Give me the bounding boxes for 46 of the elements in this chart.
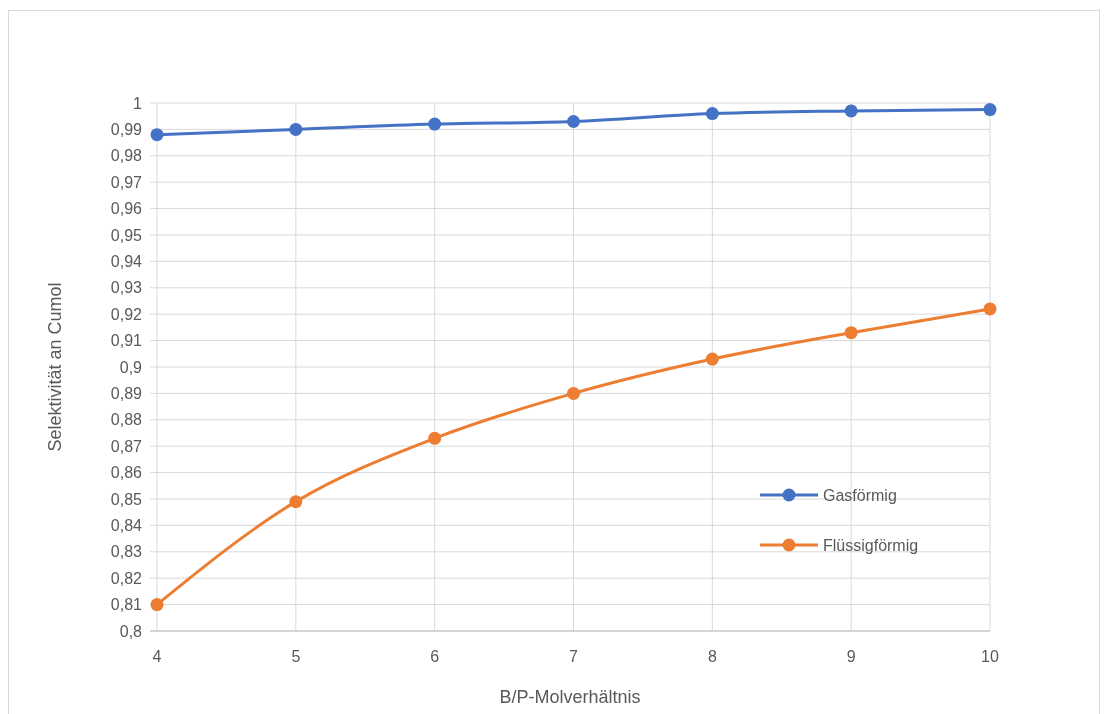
- y-tick-label: 0,92: [110, 305, 143, 323]
- y-tick-label: 0,9: [119, 358, 143, 376]
- x-tick-label: 4: [152, 648, 162, 665]
- x-tick-label: 8: [707, 648, 717, 665]
- y-tick-label: 0,83: [110, 543, 143, 561]
- y-tick-label: 0,98: [110, 147, 143, 165]
- y-tick-label: 0,96: [110, 200, 143, 218]
- y-tick-label: 0,85: [110, 490, 143, 508]
- point: [150, 598, 164, 612]
- legend-label: Gasförmig: [823, 486, 897, 504]
- x-tick-label: 6: [430, 648, 440, 665]
- y-tick-label: 0,94: [110, 253, 143, 270]
- x-tick-label: 10: [981, 648, 999, 665]
- legend-label: Flüssigförmig: [823, 536, 919, 554]
- y-tick-label: 0,97: [110, 173, 143, 191]
- x-tick-label: 5: [291, 648, 301, 665]
- y-tick-label: 0,84: [110, 517, 143, 534]
- x-tick-label: 9: [846, 648, 856, 665]
- x-axis-title: B/P-Molverhältnis: [499, 687, 641, 707]
- y-tick-label: 0,81: [110, 596, 143, 614]
- y-tick-label: 0,8: [119, 622, 143, 640]
- y-tick-label: 0,88: [110, 411, 143, 429]
- point: [428, 431, 442, 445]
- y-tick-label: 0,82: [110, 569, 143, 587]
- point: [567, 386, 580, 400]
- y-tick-label: 0,87: [110, 437, 143, 455]
- point: [705, 352, 719, 366]
- y-tick-label: 0,93: [110, 279, 143, 297]
- y-tick-label: 0,89: [110, 385, 143, 402]
- point: [844, 104, 858, 118]
- point: [705, 107, 719, 121]
- point: [844, 326, 858, 340]
- y-tick-label: 0,86: [110, 464, 143, 482]
- y-tick-label: 0,95: [110, 226, 143, 244]
- point: [567, 114, 580, 128]
- y-axis-title: Selektivität an Cumol: [45, 282, 65, 452]
- point: [428, 117, 442, 131]
- point: [150, 128, 164, 142]
- x-tick-label: 7: [569, 648, 579, 665]
- point: [289, 495, 303, 509]
- point: [983, 103, 997, 117]
- y-tick-label: 1: [133, 94, 143, 112]
- point: [983, 302, 997, 316]
- y-tick-label: 0,99: [110, 121, 143, 138]
- y-tick-label: 0,91: [110, 332, 143, 350]
- point: [289, 122, 303, 136]
